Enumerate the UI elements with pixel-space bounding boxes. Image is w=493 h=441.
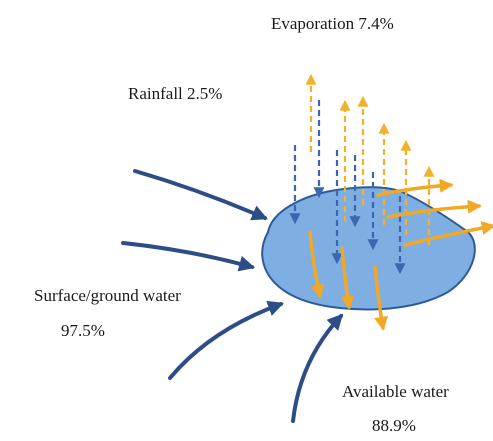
outflow-arrow-right-1 xyxy=(376,178,454,197)
inflow-arrows xyxy=(121,169,344,423)
outflow-arrow-down-1 xyxy=(308,230,325,299)
surface-water-label: Surface/ground water xyxy=(34,286,181,305)
evaporation-arrows xyxy=(305,73,435,245)
evaporation-label: Evaporation 7.4% xyxy=(271,14,394,33)
available-water-label: Available water xyxy=(342,382,449,401)
outflow-arrow-right-2 xyxy=(386,199,482,219)
outflow-arrow-right-3 xyxy=(403,221,493,247)
surface-water-percent: 97.5% xyxy=(61,321,105,340)
available-water-percent: 88.9% xyxy=(372,416,416,435)
inflow-arrow-2 xyxy=(121,241,256,272)
inflow-arrow-4 xyxy=(291,313,344,423)
rainfall-label: Rainfall 2.5% xyxy=(128,84,223,103)
outflow-arrow-down-2 xyxy=(340,246,355,310)
outflow-arrow-down-3 xyxy=(373,265,389,331)
inflow-arrow-3 xyxy=(168,300,285,380)
rainfall-arrows xyxy=(289,100,406,275)
available-water-arrows xyxy=(308,178,493,331)
inflow-arrow-1 xyxy=(133,169,268,221)
